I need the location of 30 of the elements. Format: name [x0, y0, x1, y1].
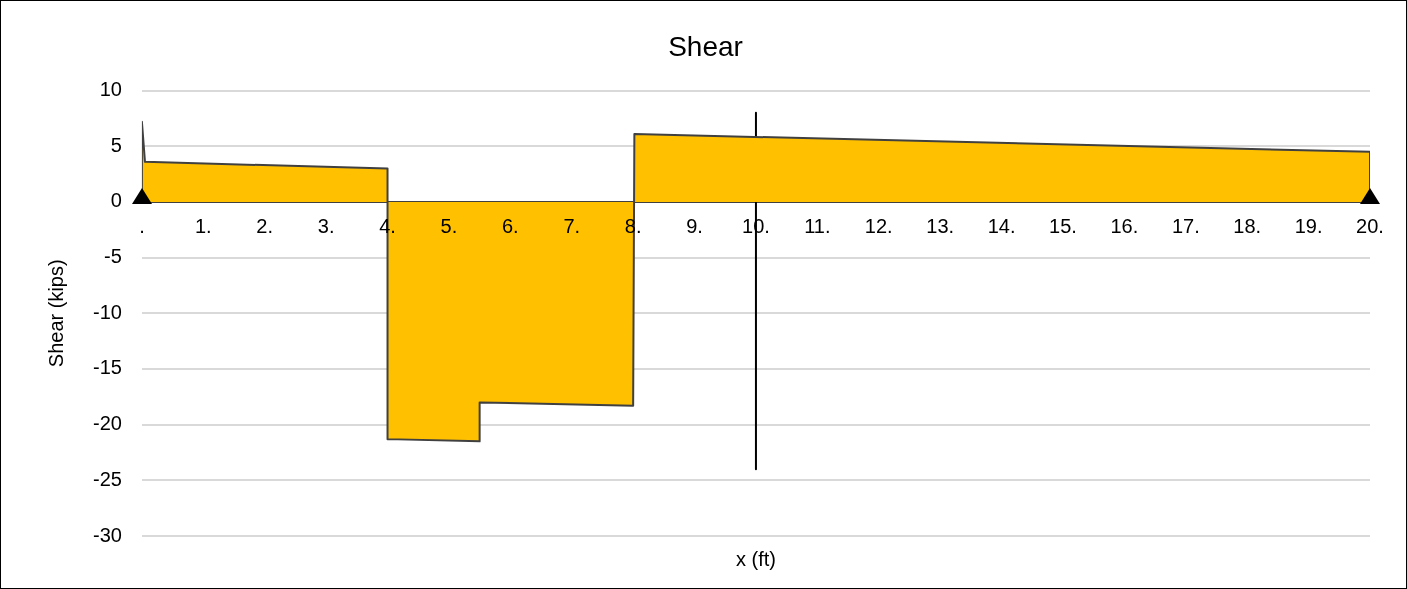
y-tick-label: -10: [93, 300, 122, 323]
y-tick-label: -5: [104, 245, 122, 268]
x-tick-label: .: [139, 215, 145, 238]
y-tick-label: 10: [99, 78, 122, 101]
x-tick-label: 11.: [804, 215, 831, 238]
x-tick-label: 13.: [926, 215, 955, 238]
x-axis-title: x (ft): [735, 547, 776, 570]
x-tick-label: 12.: [864, 215, 893, 238]
x-tick-label: 6.: [501, 215, 519, 238]
x-tick-label: 3.: [317, 215, 335, 238]
y-tick-label: 5: [110, 133, 122, 156]
x-tick-label: 15.: [1049, 215, 1077, 238]
x-tick-label: 18.: [1233, 215, 1262, 238]
x-tick-label: 2.: [256, 215, 274, 238]
x-tick-label: 5.: [440, 215, 458, 238]
y-tick-label: -20: [93, 412, 122, 435]
x-tick-label: 20.: [1356, 215, 1384, 238]
y-tick-label: 0: [110, 189, 122, 212]
x-tick-label: 7.: [563, 215, 581, 238]
y-axis-title: Shear (kips): [44, 259, 67, 368]
x-tick-label: 17.: [1171, 215, 1200, 238]
x-tick-label: 9.: [686, 215, 703, 238]
chart-title: Shear: [668, 30, 743, 62]
y-tick-label: -15: [93, 356, 122, 379]
x-tick-label: 19.: [1294, 215, 1323, 238]
x-tick-label: 14.: [987, 215, 1016, 238]
x-tick-label: 16.: [1110, 215, 1139, 238]
y-tick-label: -25: [93, 467, 122, 490]
x-tick-label: 1.: [194, 215, 212, 238]
y-tick-label: -30: [93, 523, 122, 546]
